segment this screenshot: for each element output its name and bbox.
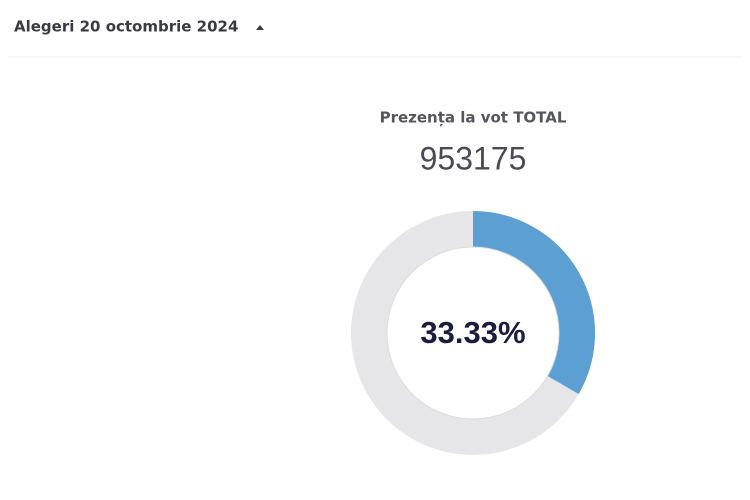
- gauge-total: 953175: [420, 140, 527, 176]
- gauge-inner: [386, 246, 560, 420]
- collapse-caret[interactable]: [256, 25, 264, 30]
- gauge-title: Prezența la vot TOTAL: [380, 109, 567, 127]
- gauge-arc: [472, 211, 595, 394]
- gauge-value-label: 33.33%: [420, 315, 525, 350]
- section-toggle[interactable]: Alegeri 20 octombrie 2024: [14, 18, 264, 36]
- section-title[interactable]: Alegeri 20 octombrie 2024: [14, 18, 238, 36]
